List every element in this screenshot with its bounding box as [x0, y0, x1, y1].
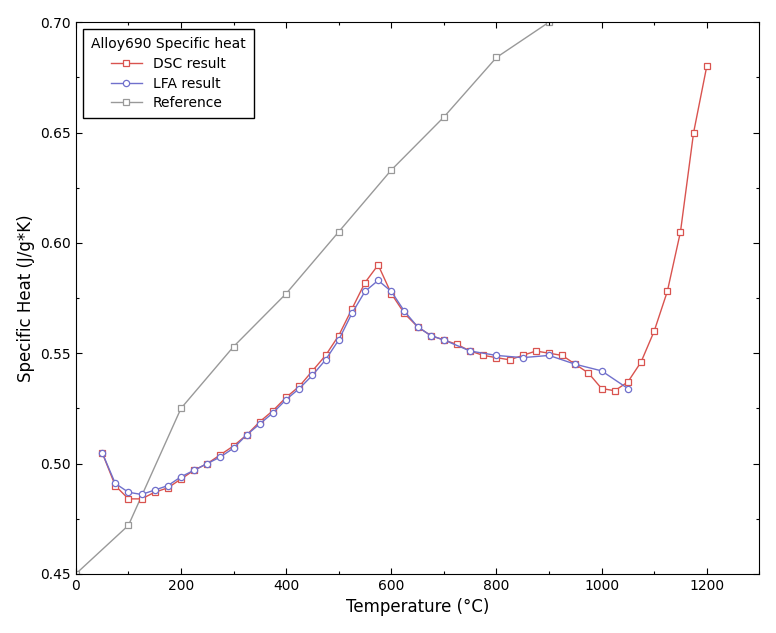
DSC result	[321, 351, 331, 359]
LFA result	[216, 453, 225, 461]
LFA result	[386, 287, 396, 295]
Reference	[334, 228, 343, 235]
DSC result	[111, 482, 120, 489]
LFA result	[466, 348, 475, 355]
LFA result	[360, 287, 369, 295]
DSC result	[150, 489, 159, 496]
DSC result	[203, 460, 212, 467]
Line: Reference: Reference	[73, 0, 710, 577]
DSC result	[439, 336, 449, 344]
DSC result	[123, 495, 133, 503]
Reference	[123, 522, 133, 529]
LFA result	[255, 420, 265, 428]
DSC result	[584, 369, 593, 377]
DSC result	[650, 327, 659, 335]
DSC result	[426, 332, 435, 339]
LFA result	[400, 308, 409, 315]
LFA result	[597, 367, 606, 375]
LFA result	[295, 385, 304, 392]
DSC result	[189, 467, 199, 474]
Reference	[439, 113, 449, 121]
Reference	[282, 290, 291, 298]
Reference	[176, 404, 185, 412]
DSC result	[610, 387, 619, 394]
LFA result	[176, 473, 185, 480]
LFA result	[163, 482, 172, 489]
Line: DSC result: DSC result	[99, 63, 710, 502]
DSC result	[242, 431, 251, 439]
LFA result	[439, 336, 449, 344]
DSC result	[373, 261, 383, 269]
DSC result	[636, 358, 646, 366]
Reference	[492, 54, 501, 61]
LFA result	[111, 480, 120, 487]
LFA result	[137, 491, 146, 498]
LFA result	[518, 354, 528, 361]
DSC result	[597, 385, 606, 392]
Legend: DSC result, LFA result, Reference: DSC result, LFA result, Reference	[83, 29, 255, 118]
DSC result	[676, 228, 685, 235]
DSC result	[98, 449, 107, 456]
LFA result	[426, 332, 435, 339]
LFA result	[570, 360, 580, 368]
DSC result	[492, 354, 501, 361]
Line: LFA result: LFA result	[99, 277, 631, 498]
DSC result	[479, 351, 488, 359]
DSC result	[663, 287, 672, 295]
DSC result	[360, 279, 369, 286]
DSC result	[545, 349, 554, 357]
DSC result	[282, 394, 291, 401]
DSC result	[216, 451, 225, 458]
Reference	[545, 18, 554, 26]
DSC result	[623, 378, 632, 385]
DSC result	[268, 407, 278, 415]
DSC result	[570, 360, 580, 368]
DSC result	[452, 341, 462, 348]
Y-axis label: Specific Heat (J/g*K): Specific Heat (J/g*K)	[16, 214, 35, 382]
DSC result	[689, 128, 698, 136]
LFA result	[123, 489, 133, 496]
DSC result	[413, 323, 422, 330]
DSC result	[532, 348, 541, 355]
DSC result	[255, 418, 265, 425]
LFA result	[242, 431, 251, 439]
X-axis label: Temperature (°C): Temperature (°C)	[346, 598, 490, 617]
DSC result	[347, 305, 356, 313]
Reference	[71, 570, 81, 578]
DSC result	[308, 367, 317, 375]
DSC result	[557, 351, 566, 359]
DSC result	[386, 290, 396, 298]
LFA result	[623, 385, 632, 392]
Reference	[386, 166, 396, 174]
DSC result	[163, 484, 172, 492]
LFA result	[203, 460, 212, 467]
LFA result	[321, 356, 331, 363]
DSC result	[466, 348, 475, 355]
DSC result	[176, 475, 185, 483]
DSC result	[229, 442, 238, 449]
LFA result	[308, 372, 317, 379]
DSC result	[702, 63, 712, 70]
DSC result	[518, 351, 528, 359]
LFA result	[268, 409, 278, 417]
DSC result	[505, 356, 514, 363]
LFA result	[545, 351, 554, 359]
DSC result	[334, 332, 343, 339]
LFA result	[347, 310, 356, 317]
LFA result	[413, 323, 422, 330]
LFA result	[282, 396, 291, 403]
DSC result	[137, 495, 146, 503]
LFA result	[189, 467, 199, 474]
LFA result	[492, 351, 501, 359]
LFA result	[373, 277, 383, 284]
DSC result	[295, 382, 304, 390]
LFA result	[150, 486, 159, 494]
LFA result	[98, 449, 107, 456]
Reference	[229, 343, 238, 351]
LFA result	[334, 336, 343, 344]
LFA result	[229, 444, 238, 452]
DSC result	[400, 310, 409, 317]
